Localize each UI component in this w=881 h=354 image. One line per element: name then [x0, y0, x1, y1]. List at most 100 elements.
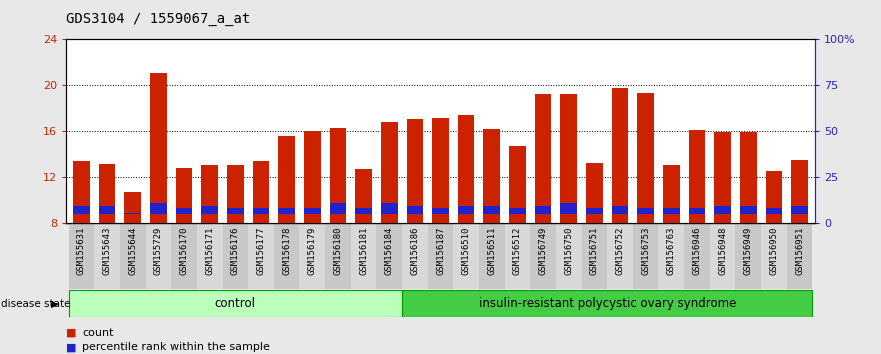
Bar — [586, 208, 603, 214]
Text: GSM156951: GSM156951 — [795, 226, 804, 275]
Text: GSM156181: GSM156181 — [359, 226, 368, 275]
Bar — [535, 206, 552, 214]
Bar — [685, 223, 710, 289]
Bar — [406, 120, 423, 223]
Bar — [433, 118, 448, 223]
Bar — [766, 171, 782, 223]
Bar — [175, 208, 192, 214]
Bar — [355, 169, 372, 223]
Text: GSM156750: GSM156750 — [564, 226, 574, 275]
Bar — [484, 129, 500, 223]
Bar — [766, 208, 782, 214]
Text: GSM156753: GSM156753 — [641, 226, 650, 275]
Text: GSM156186: GSM156186 — [411, 226, 419, 275]
Text: percentile rank within the sample: percentile rank within the sample — [82, 342, 270, 352]
Bar — [274, 223, 300, 289]
Bar — [73, 206, 90, 214]
Bar — [484, 206, 500, 214]
Bar — [509, 208, 526, 214]
Bar — [376, 223, 402, 289]
Bar — [406, 206, 423, 214]
Text: GSM156171: GSM156171 — [205, 226, 214, 275]
Bar — [611, 88, 628, 223]
Text: insulin-resistant polycystic ovary syndrome: insulin-resistant polycystic ovary syndr… — [478, 297, 736, 310]
Bar — [611, 206, 628, 214]
Bar — [278, 136, 295, 223]
Bar — [304, 131, 321, 223]
Bar — [607, 223, 633, 289]
Bar — [791, 206, 808, 214]
Bar — [560, 204, 577, 214]
Bar — [637, 93, 654, 223]
Bar — [556, 223, 581, 289]
Bar — [223, 223, 248, 289]
Text: count: count — [82, 328, 114, 338]
Bar — [505, 223, 530, 289]
Text: GSM156752: GSM156752 — [616, 226, 625, 275]
Text: GSM156180: GSM156180 — [333, 226, 343, 275]
Bar — [740, 132, 757, 223]
Bar — [454, 223, 479, 289]
Text: GSM156178: GSM156178 — [282, 226, 291, 275]
Bar — [586, 163, 603, 223]
Bar — [710, 223, 736, 289]
Bar — [633, 223, 658, 289]
Bar — [433, 208, 448, 214]
Bar — [740, 206, 757, 214]
Bar — [300, 223, 325, 289]
Bar — [171, 223, 196, 289]
Bar — [509, 146, 526, 223]
Text: GSM156187: GSM156187 — [436, 226, 445, 275]
Text: GSM156511: GSM156511 — [487, 226, 496, 275]
Bar — [227, 166, 244, 223]
Bar — [791, 160, 808, 223]
Text: GSM155729: GSM155729 — [154, 226, 163, 275]
Text: GDS3104 / 1559067_a_at: GDS3104 / 1559067_a_at — [66, 12, 250, 27]
Bar — [714, 132, 731, 223]
Text: GSM156179: GSM156179 — [307, 226, 317, 275]
Bar — [175, 168, 192, 223]
Bar — [381, 204, 397, 214]
Bar — [689, 130, 706, 223]
Bar — [99, 164, 115, 223]
Text: GSM156510: GSM156510 — [462, 226, 470, 275]
Bar — [120, 223, 145, 289]
Text: ▶: ▶ — [51, 298, 59, 309]
Bar — [761, 223, 787, 289]
Text: ■: ■ — [66, 342, 80, 352]
Bar — [535, 94, 552, 223]
Bar — [202, 206, 218, 214]
Bar — [787, 223, 812, 289]
Text: GSM156749: GSM156749 — [538, 226, 548, 275]
Bar — [381, 122, 397, 223]
Text: GSM156946: GSM156946 — [692, 226, 701, 275]
Text: ■: ■ — [66, 328, 80, 338]
Bar — [402, 223, 427, 289]
Bar — [69, 290, 402, 317]
Text: GSM156948: GSM156948 — [718, 226, 727, 275]
Bar — [227, 208, 244, 214]
Bar — [658, 223, 685, 289]
Bar — [637, 208, 654, 214]
Text: control: control — [215, 297, 255, 310]
Text: disease state: disease state — [1, 298, 70, 309]
Bar — [479, 223, 505, 289]
Bar — [253, 161, 270, 223]
Bar — [560, 94, 577, 223]
Text: GSM156950: GSM156950 — [769, 226, 779, 275]
Bar — [150, 204, 167, 214]
Text: GSM156763: GSM156763 — [667, 226, 676, 275]
Bar — [202, 166, 218, 223]
Bar — [329, 204, 346, 214]
Bar — [714, 206, 731, 214]
Bar — [530, 223, 556, 289]
Bar — [248, 223, 274, 289]
Bar — [196, 223, 223, 289]
Bar — [458, 206, 475, 214]
Bar — [278, 208, 295, 214]
Bar — [689, 208, 706, 214]
Bar — [329, 127, 346, 223]
Bar — [663, 166, 679, 223]
Bar — [145, 223, 171, 289]
Text: GSM155631: GSM155631 — [77, 226, 86, 275]
